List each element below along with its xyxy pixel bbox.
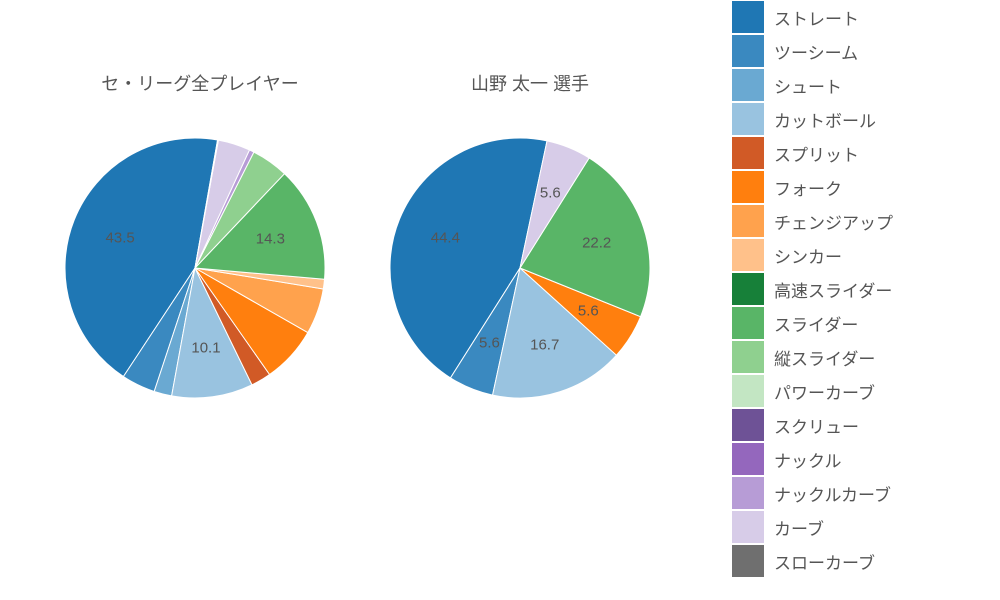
legend-swatch — [732, 409, 764, 441]
legend-label: 高速スライダー — [774, 277, 892, 302]
legend-label: カーブ — [774, 515, 824, 540]
legend-swatch — [732, 1, 764, 33]
legend-item: 高速スライダー — [732, 272, 972, 306]
slice-value-label: 10.1 — [191, 339, 220, 356]
slice-value-label: 44.4 — [431, 229, 460, 246]
legend-swatch — [732, 511, 764, 543]
slice-value-label: 14.3 — [256, 231, 285, 248]
legend-swatch — [732, 35, 764, 67]
legend-label: カットボール — [774, 107, 876, 132]
legend-label: ナックル — [774, 447, 842, 472]
legend-item: フォーク — [732, 170, 972, 204]
legend-swatch — [732, 341, 764, 373]
legend-item: ツーシーム — [732, 34, 972, 68]
legend: ストレートツーシームシュートカットボールスプリットフォークチェンジアップシンカー… — [732, 0, 972, 578]
legend-item: カーブ — [732, 510, 972, 544]
slice-value-label: 22.2 — [582, 235, 611, 252]
legend-swatch — [732, 137, 764, 169]
legend-swatch — [732, 307, 764, 339]
legend-item: スプリット — [732, 136, 972, 170]
legend-item: シュート — [732, 68, 972, 102]
legend-swatch — [732, 443, 764, 475]
slice-value-label: 5.6 — [479, 334, 500, 351]
legend-label: スライダー — [774, 311, 858, 336]
slice-value-label: 43.5 — [106, 230, 135, 247]
legend-swatch — [732, 239, 764, 271]
legend-label: ストレート — [774, 5, 859, 30]
legend-label: スプリット — [774, 141, 859, 166]
slice-value-label: 16.7 — [530, 336, 559, 353]
legend-item: スライダー — [732, 306, 972, 340]
legend-label: パワーカーブ — [774, 379, 875, 404]
chart-stage: セ・リーグ全プレイヤー 山野 太一 選手 43.510.114.344.45.6… — [0, 0, 1000, 600]
legend-swatch — [732, 69, 764, 101]
legend-item: シンカー — [732, 238, 972, 272]
slice-value-label: 5.6 — [540, 185, 561, 202]
legend-label: シュート — [774, 73, 842, 98]
legend-label: スローカーブ — [774, 549, 875, 574]
legend-label: 縦スライダー — [774, 345, 875, 370]
legend-swatch — [732, 205, 764, 237]
legend-item: ナックルカーブ — [732, 476, 972, 510]
legend-swatch — [732, 103, 764, 135]
legend-swatch — [732, 375, 764, 407]
legend-label: ツーシーム — [774, 39, 858, 64]
legend-item: スローカーブ — [732, 544, 972, 578]
legend-label: スクリュー — [774, 413, 859, 438]
legend-item: パワーカーブ — [732, 374, 972, 408]
slice-value-label: 5.6 — [578, 302, 599, 319]
legend-label: フォーク — [774, 175, 842, 200]
legend-swatch — [732, 477, 764, 509]
legend-swatch — [732, 545, 764, 577]
legend-label: ナックルカーブ — [774, 481, 891, 506]
legend-label: シンカー — [774, 243, 842, 268]
legend-label: チェンジアップ — [774, 209, 893, 234]
legend-item: スクリュー — [732, 408, 972, 442]
legend-swatch — [732, 273, 764, 305]
legend-item: 縦スライダー — [732, 340, 972, 374]
legend-item: チェンジアップ — [732, 204, 972, 238]
legend-swatch — [732, 171, 764, 203]
legend-item: カットボール — [732, 102, 972, 136]
legend-item: ストレート — [732, 0, 972, 34]
legend-item: ナックル — [732, 442, 972, 476]
